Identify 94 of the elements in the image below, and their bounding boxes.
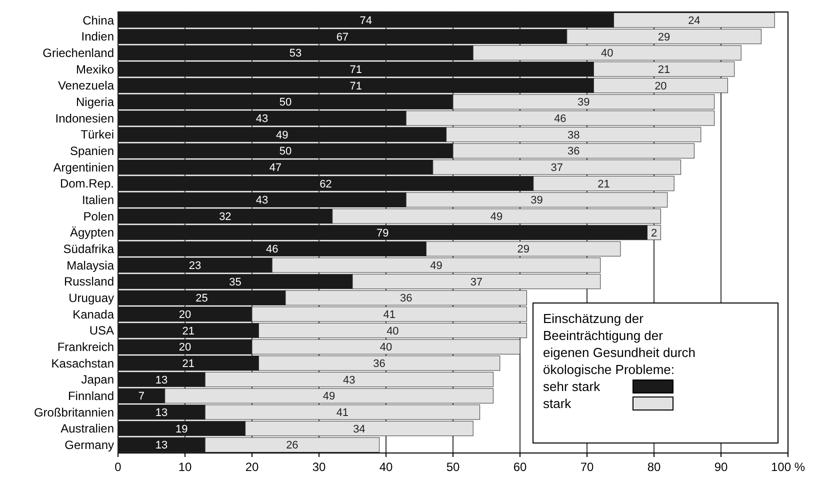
- data-label: 21: [182, 358, 194, 370]
- data-label: 24: [688, 15, 700, 28]
- x-tick-label: 80: [647, 460, 661, 474]
- y-tick-label: Argentinien: [53, 160, 114, 174]
- data-label: 32: [219, 211, 232, 224]
- y-tick-label: Südafrika: [63, 242, 114, 256]
- data-label: 62: [320, 178, 332, 190]
- data-label: 49: [490, 211, 503, 224]
- data-label: 21: [182, 325, 194, 338]
- data-label: 43: [343, 374, 356, 386]
- x-tick-label: 100 %: [770, 460, 806, 474]
- data-label: 13: [155, 440, 168, 452]
- x-tick-label: 0: [114, 460, 122, 474]
- data-label: 46: [554, 113, 566, 126]
- x-tick-label: 20: [245, 460, 259, 474]
- data-label: 40: [386, 325, 399, 338]
- data-label: 49: [322, 390, 336, 403]
- y-tick-label: Indien: [81, 30, 114, 44]
- x-tick-label: 10: [178, 460, 192, 474]
- y-tick-label: Nigeria: [76, 95, 114, 110]
- data-label: 29: [658, 31, 670, 44]
- data-label: 39: [530, 194, 543, 207]
- data-label: 13: [155, 374, 168, 386]
- data-label: 71: [350, 64, 362, 76]
- y-tick-label: Russland: [64, 274, 114, 289]
- x-tick-label: 70: [580, 460, 594, 474]
- y-tick-label: Finnland: [68, 389, 114, 404]
- y-tick-label: Dom.Rep.: [60, 176, 114, 191]
- data-label: 34: [353, 423, 366, 436]
- data-label: 79: [376, 227, 389, 240]
- legend-title: Einschätzung der Beeinträchtigung der eigenen Gesundheit durch ökologische Probleme:: [543, 311, 696, 377]
- data-label: 67: [336, 31, 349, 44]
- y-tick-label: Kasachstan: [51, 356, 114, 370]
- y-tick-label: Germany: [64, 438, 114, 452]
- x-tick-label: 30: [312, 460, 326, 474]
- y-tick-label: Spanien: [70, 144, 114, 158]
- data-label: 21: [658, 64, 670, 76]
- data-label: 53: [289, 48, 302, 60]
- data-label: 49: [276, 129, 288, 142]
- data-label: 26: [286, 440, 298, 452]
- data-label: 47: [269, 162, 282, 174]
- x-tick-label: 90: [714, 460, 728, 474]
- data-label: 38: [567, 129, 580, 142]
- data-label: 25: [196, 292, 208, 305]
- y-tick-label: Mexiko: [76, 62, 114, 76]
- y-tick-label: Malaysia: [66, 258, 114, 272]
- data-label: 46: [266, 244, 278, 256]
- data-label: 29: [517, 244, 530, 256]
- data-label: 40: [600, 48, 614, 60]
- data-label: 37: [550, 162, 563, 174]
- data-label: 43: [256, 113, 268, 126]
- data-label: 36: [567, 146, 580, 158]
- y-tick-label: Ägypten: [70, 226, 114, 240]
- legend: Einschätzung der Beeinträchtigung der eigenen Gesundheit durch ökologische Probleme: sehr stark stark: [532, 302, 778, 444]
- data-label: 36: [400, 292, 412, 305]
- data-label: 50: [279, 146, 292, 158]
- data-label: 2: [650, 227, 658, 240]
- data-label: 50: [279, 96, 292, 109]
- data-label: 21: [598, 178, 610, 190]
- data-label: 20: [654, 80, 667, 92]
- data-label: 49: [430, 260, 442, 272]
- data-label: 7: [138, 390, 145, 403]
- y-tick-label: Kanada: [72, 307, 114, 322]
- data-label: 23: [188, 260, 202, 272]
- data-label: 41: [336, 407, 349, 420]
- data-label: 43: [256, 194, 268, 207]
- data-label: 37: [470, 276, 483, 288]
- y-tick-label: Indonesien: [55, 111, 114, 126]
- x-tick-label: 50: [446, 460, 460, 474]
- y-tick-label: Italien: [82, 193, 114, 208]
- data-label: 71: [350, 80, 362, 92]
- data-label: 13: [155, 407, 168, 420]
- data-label: 36: [373, 358, 386, 370]
- data-label: 35: [229, 276, 242, 288]
- y-tick-label: Venezuela: [58, 78, 114, 93]
- y-tick-label: Türkei: [80, 128, 114, 142]
- y-tick-label: Großbritannien: [34, 405, 114, 420]
- data-label: 20: [178, 342, 192, 354]
- y-tick-label: Frankreich: [57, 340, 114, 354]
- y-tick-label: China: [82, 13, 114, 28]
- y-tick-label: Griechenland: [42, 46, 114, 60]
- y-tick-label: Polen: [83, 209, 114, 224]
- y-tick-label: Australien: [60, 422, 114, 436]
- x-tick-label: 40: [379, 460, 393, 474]
- data-label: 41: [383, 309, 396, 322]
- data-label: 20: [178, 309, 192, 322]
- y-tick-label: Japan: [81, 372, 114, 387]
- x-tick-label: 60: [513, 460, 527, 474]
- y-tick-label: USA: [89, 324, 114, 338]
- data-label: 74: [360, 15, 372, 28]
- data-label: 19: [176, 423, 188, 436]
- data-label: 40: [380, 342, 392, 354]
- data-label: 39: [578, 96, 590, 109]
- y-tick-label: Uruguay: [68, 291, 114, 306]
